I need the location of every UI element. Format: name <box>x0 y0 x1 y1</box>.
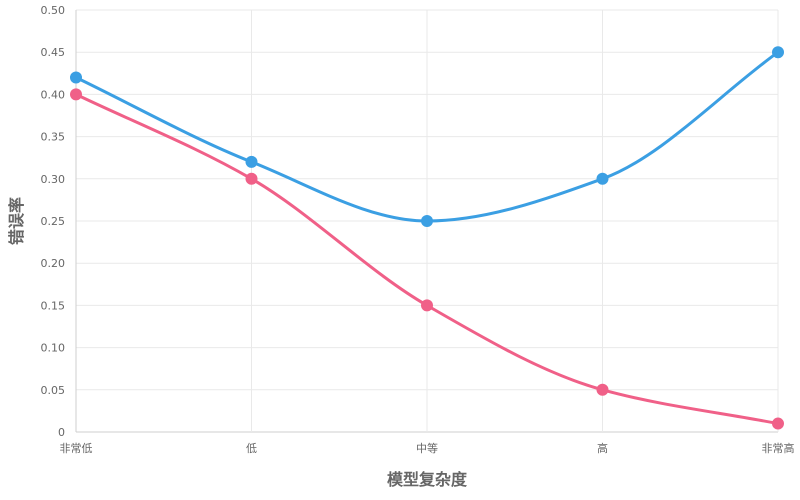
series-2-point[interactable] <box>421 299 433 312</box>
labels: 模型复杂度 错误率 <box>7 197 468 489</box>
y-tick-label: 0.15 <box>41 299 66 312</box>
series-1-point[interactable] <box>70 71 82 84</box>
y-axis-title: 错误率 <box>7 197 26 245</box>
series-2-point[interactable] <box>596 383 609 396</box>
x-tick-label: 非常高 <box>762 441 795 455</box>
x-tick-label: 非常低 <box>60 442 93 455</box>
y-tick-label: 0.40 <box>41 88 66 101</box>
axes: 0 0.05 0.10 0.15 0.20 0.25 0.30 0.35 0.40 0.45 0.5… <box>41 4 795 455</box>
series-1-point[interactable] <box>421 215 433 227</box>
y-tick-label: 0.45 <box>41 46 66 59</box>
y-tick-label: 0 <box>58 426 65 439</box>
series-2-point[interactable] <box>245 172 258 185</box>
series-2-point[interactable] <box>772 417 784 430</box>
y-tick-label: 0.10 <box>41 342 66 355</box>
y-tick-label: 0.05 <box>41 384 66 397</box>
series-2-point[interactable] <box>70 88 82 101</box>
x-tick-label: 低 <box>246 442 257 455</box>
series-1-point[interactable] <box>772 46 784 59</box>
x-tick-label: 中等 <box>416 441 438 455</box>
series-1-point[interactable] <box>596 172 609 185</box>
series-1 <box>70 46 784 227</box>
x-axis-title: 模型复杂度 <box>387 470 468 489</box>
series-2 <box>70 88 784 430</box>
x-tick-label: 高 <box>597 441 608 455</box>
y-tick-label: 0.30 <box>41 173 66 186</box>
series-layer <box>70 46 784 430</box>
y-tick-label: 0.50 <box>41 4 66 17</box>
y-tick-label: 0.20 <box>41 257 66 270</box>
y-tick-label: 0.25 <box>41 215 66 228</box>
y-tick-label: 0.35 <box>41 131 66 144</box>
series-1-point[interactable] <box>245 155 258 168</box>
